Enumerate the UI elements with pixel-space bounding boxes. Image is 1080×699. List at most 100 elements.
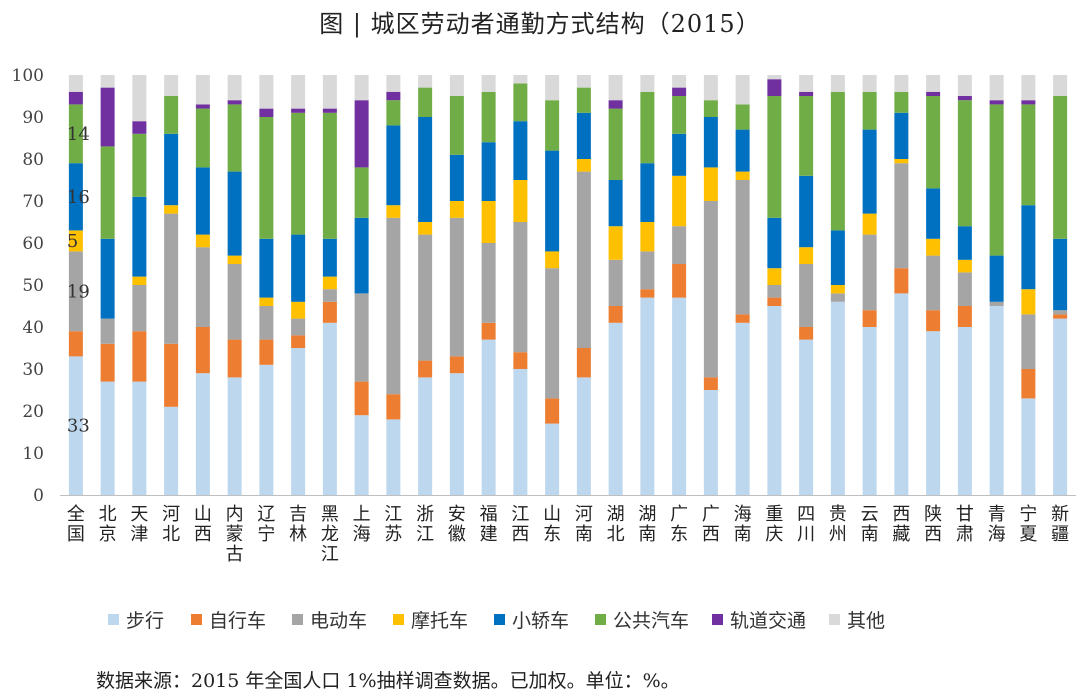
bar-segment [291,335,306,348]
bar-segment [545,398,560,424]
bar-segment [957,100,972,227]
bar-segment [989,255,1004,302]
bar-segment [100,381,115,495]
bar-segment [640,75,655,92]
x-category-label: 宁夏 [1019,504,1037,545]
x-category-label: 江苏 [384,504,402,545]
bar-segment [894,159,909,164]
bar-segment [1053,96,1068,239]
bar-segment [640,91,655,164]
x-category-label: 江西 [511,504,529,545]
bar-segment [354,293,369,382]
y-tick-label: 10 [22,444,44,464]
bar-segment [862,310,877,327]
bar-segment [767,79,782,96]
bar-segment [386,91,401,101]
bar-segment [767,285,782,298]
bar-segment [1021,75,1036,101]
x-category-label: 山东 [543,504,561,545]
bar-segment [576,348,591,378]
legend-label: 轨道交通 [730,610,806,632]
y-tick-label: 80 [22,150,44,170]
bar-segment [227,171,242,256]
axis-layer: 0 10 20 30 40 50 60 70 80 90 100 [12,66,1076,506]
bar-segment [481,201,496,243]
bar-segment [926,331,941,495]
bar-segment [576,377,591,495]
data-label: 19 [67,281,90,302]
legend-swatch [494,614,505,625]
bar-segment [767,217,782,269]
bar-segment [68,75,83,92]
bar-segment [1021,104,1036,206]
bar-segment [672,175,687,227]
bar-segment [894,163,909,269]
bar-segment [322,276,337,290]
y-tick-label: 90 [22,108,44,128]
bar-segment [68,230,83,252]
bar-segment [735,129,750,172]
bar-segment [703,167,718,201]
bar-segment [227,339,242,378]
bar-segment [672,133,687,176]
bar-segment [862,327,877,495]
bar-segment [862,213,877,235]
bar-segment [1021,314,1036,369]
x-category-label: 湖北 [607,504,625,545]
bar-segment [1021,100,1036,105]
bar-segment [354,415,369,495]
bar-segment [195,108,210,168]
bar-segment [132,381,147,495]
bar-segment [608,180,623,227]
bar-segment [195,234,210,248]
x-category-label: 黑龙江 [321,504,339,565]
bar-segment [164,133,179,206]
bar-segment [735,314,750,323]
bar-segment [1053,238,1068,311]
bar-segment [894,268,909,294]
x-category-label: 甘肃 [956,504,974,545]
bar-segment [513,121,528,180]
y-tick-label: 60 [22,234,44,254]
bar-segment [640,251,655,290]
bar-segment [703,75,718,101]
bar-segment [291,108,306,113]
x-category-label: 全国 [67,504,85,545]
y-tick-label: 50 [22,276,44,296]
x-category-label: 辽宁 [257,504,275,545]
data-label: 16 [67,187,90,208]
x-category-label: 陕西 [924,504,942,545]
bar-segment [545,150,560,252]
bar-segment [68,163,83,231]
bar-segment [672,75,687,88]
bar-segment [322,108,337,113]
bar-segment [164,205,179,214]
bar-segment [513,180,528,222]
bar-segment [386,394,401,420]
bar-segment [291,301,306,319]
bar-segment [449,356,464,374]
bar-segment [957,75,972,96]
bar-segment [68,91,83,105]
x-category-label: 安徽 [448,504,466,545]
bar-segment [195,247,210,327]
bar-segment [291,75,306,109]
bar-segment [608,226,623,260]
bar-segment [354,217,369,294]
bar-segment [195,327,210,374]
x-category-label: 山西 [194,504,212,545]
bar-segment [164,213,179,344]
bar-segment [735,75,750,105]
bar-segment [354,75,369,101]
bar-segment [386,125,401,206]
bar-segment [545,100,560,151]
bar-segment [862,234,877,311]
legend: 步行 自行车 电动车 摩托车 小轿车 公共汽车 轨道交通 其他 [108,610,885,632]
bar-segment [164,96,179,134]
bar-segment [1053,310,1068,315]
bar-segment [227,75,242,101]
bar-segment [640,163,655,222]
bar-segment [1021,398,1036,495]
x-category-label: 青海 [988,504,1006,545]
